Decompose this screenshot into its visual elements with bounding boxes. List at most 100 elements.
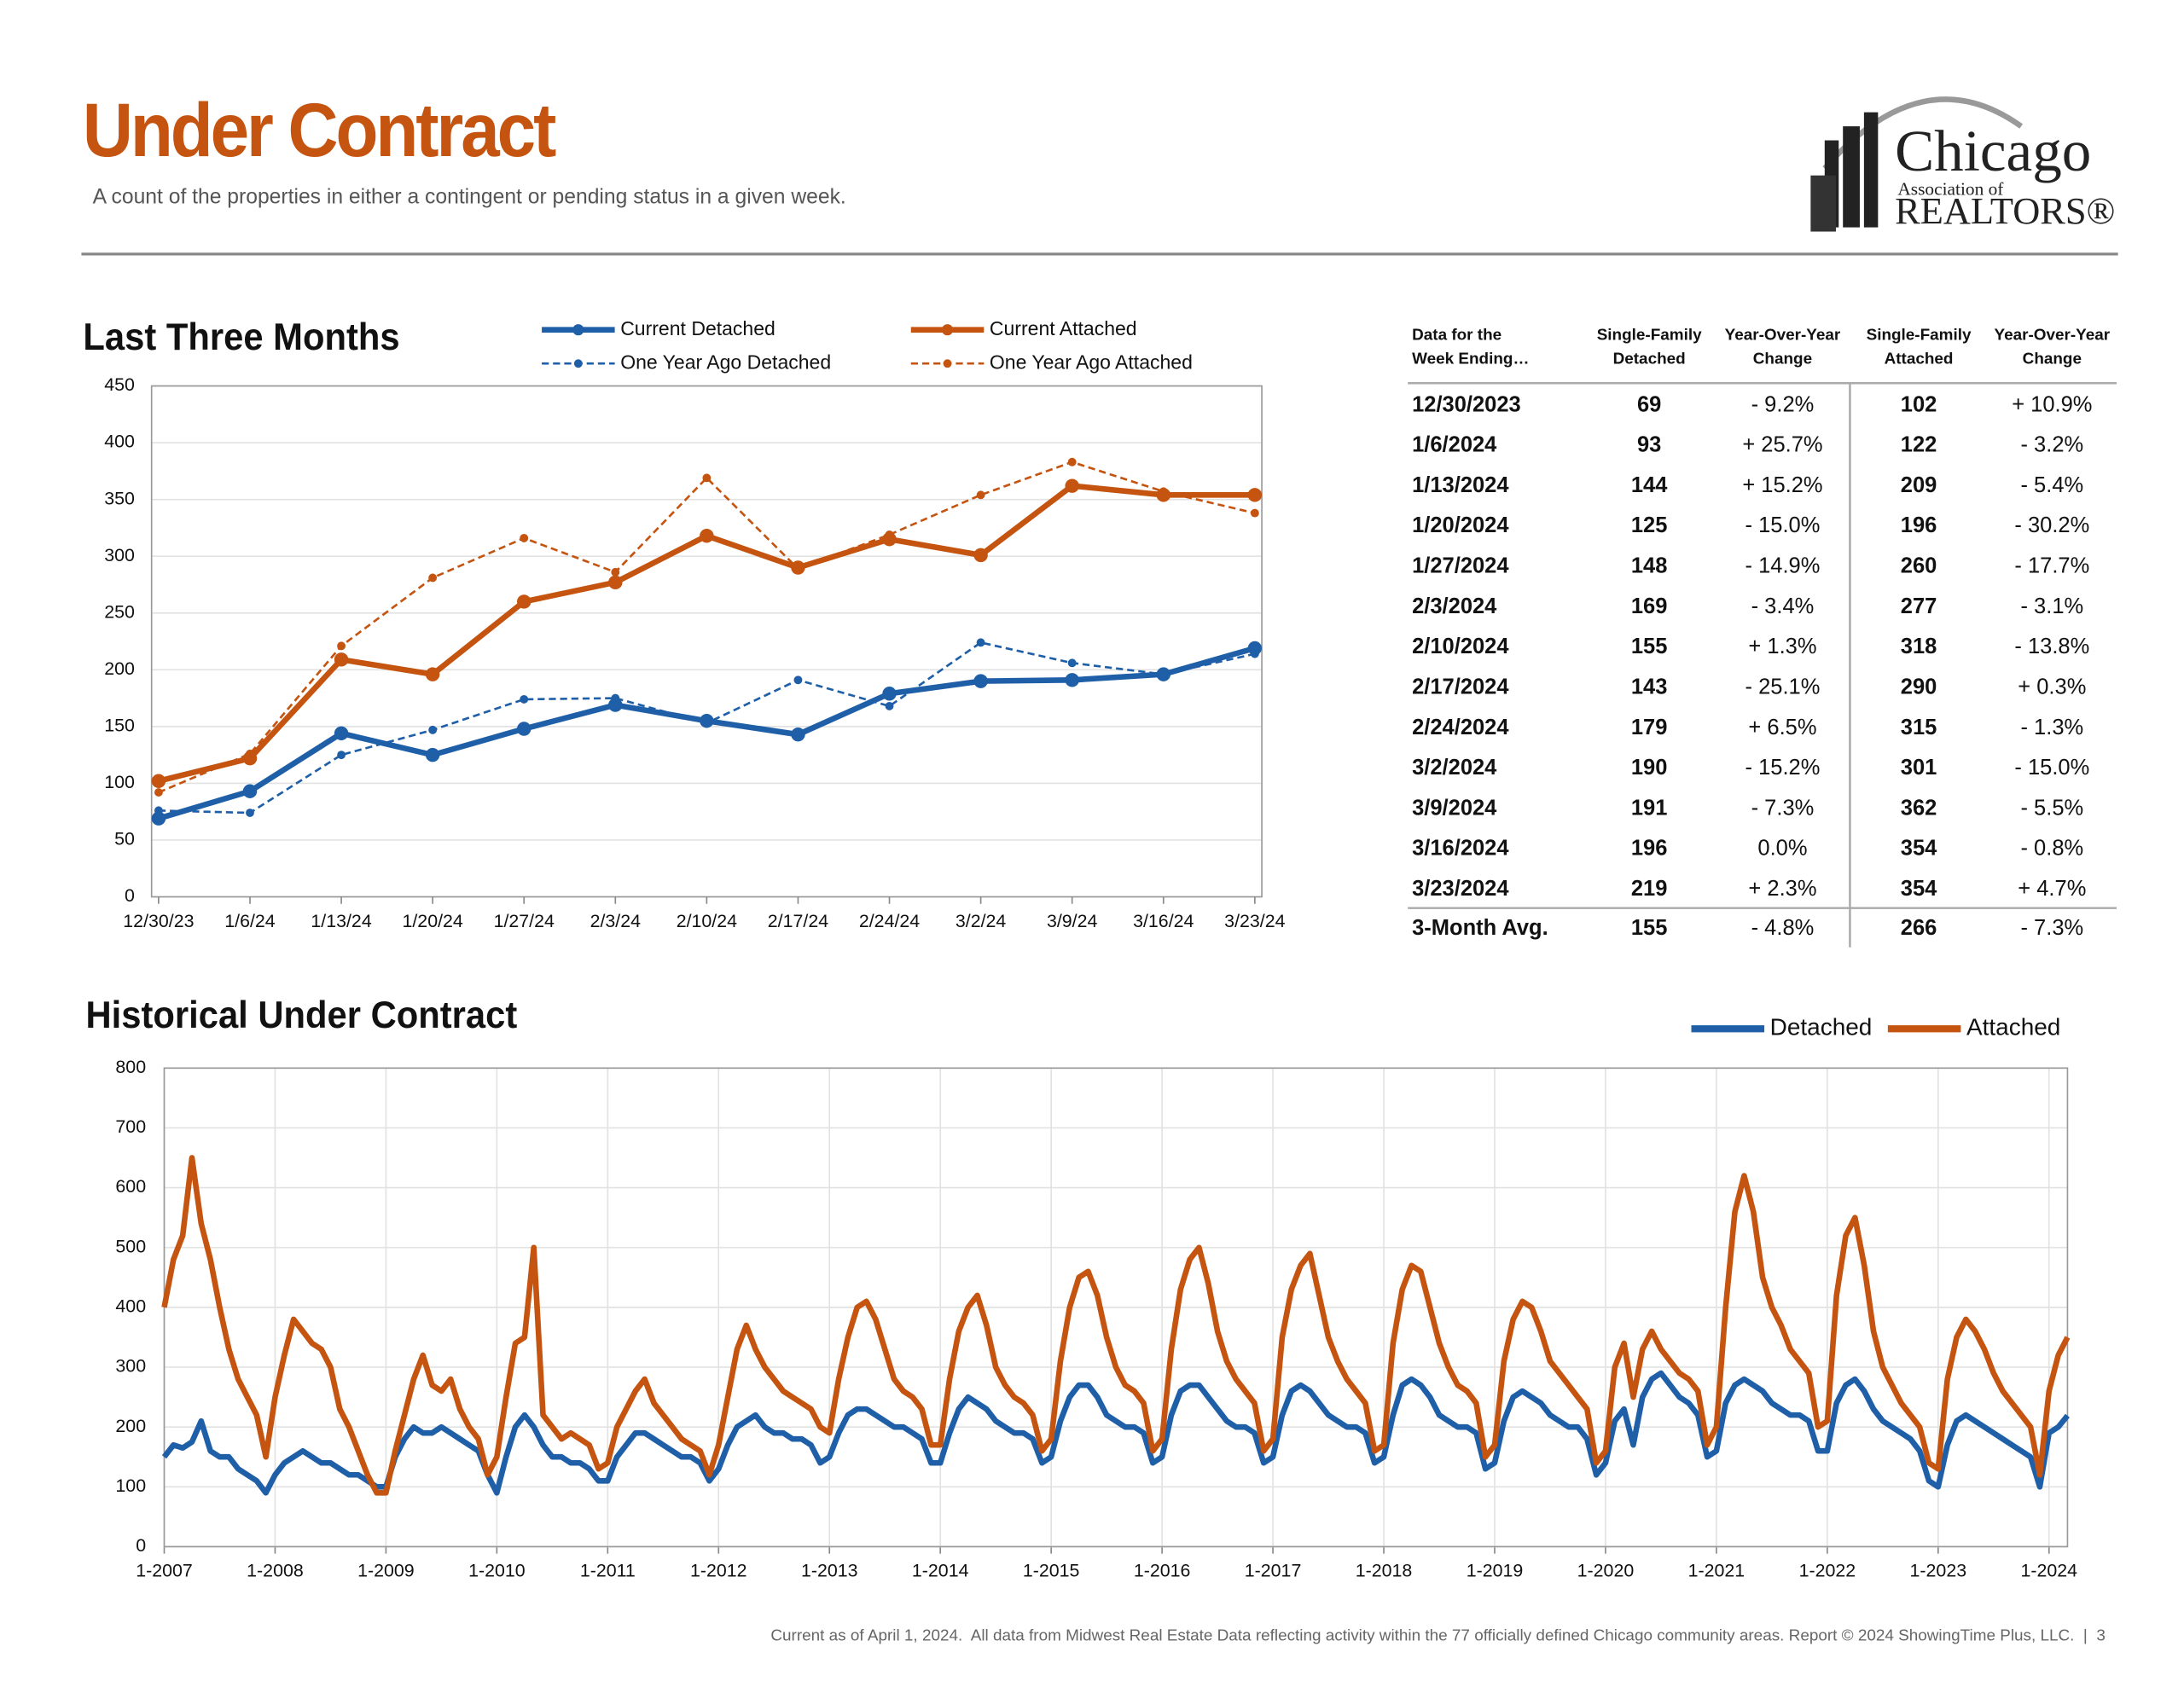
data-point <box>882 687 897 701</box>
table-cell: 266 <box>1901 916 1937 940</box>
data-point <box>1065 478 1079 493</box>
table-header: Change <box>1753 350 1812 368</box>
table-cell: - 30.2% <box>2014 513 2089 537</box>
logo-line2: Association of <box>1897 179 2004 200</box>
y-tick-label: 500 <box>115 1236 146 1256</box>
table-cell: 191 <box>1631 796 1668 820</box>
x-tick-label: 1-2020 <box>1577 1561 1635 1581</box>
logo-building <box>1843 126 1860 228</box>
table-header: Data for the <box>1412 326 1502 344</box>
data-point <box>428 725 438 734</box>
y-tick-label: 200 <box>115 1416 146 1436</box>
data-point <box>151 774 166 788</box>
data-point <box>611 693 620 703</box>
table-cell: 301 <box>1901 756 1937 780</box>
data-point <box>976 638 985 647</box>
table-cell: 3/16/2024 <box>1412 837 1509 861</box>
data-point <box>791 727 805 742</box>
legend-marker <box>572 324 584 336</box>
x-tick-label: 1-2012 <box>690 1561 747 1581</box>
y-tick-label: 400 <box>104 432 135 452</box>
x-tick-label: 2/10/24 <box>677 911 737 931</box>
x-tick-label: 1-2024 <box>2021 1561 2078 1581</box>
y-tick-label: 800 <box>115 1057 146 1077</box>
y-tick-label: 300 <box>115 1356 146 1377</box>
table-cell: + 25.7% <box>1742 433 1822 457</box>
logo-line3: REALTORS® <box>1895 189 2115 232</box>
table-cell: 1/20/2024 <box>1412 513 1509 537</box>
legend-label: One Year Ago Attached <box>990 351 1193 373</box>
data-point <box>516 722 531 736</box>
table-header: Single-Family <box>1867 326 1972 344</box>
data-point <box>425 747 440 762</box>
legend-marker <box>943 359 952 368</box>
y-tick-label: 200 <box>104 658 135 679</box>
table-cell: 1/13/2024 <box>1412 473 1509 497</box>
table-header: Year-Over-Year <box>1995 326 2111 344</box>
x-tick-label: 1-2019 <box>1467 1561 1524 1581</box>
data-point <box>885 701 894 710</box>
legend-marker <box>941 324 954 336</box>
x-tick-label: 1-2010 <box>468 1561 526 1581</box>
data-point <box>337 641 346 651</box>
logo-name: Chicago <box>1895 118 2091 183</box>
table-cell: - 5.5% <box>2020 796 2083 820</box>
x-tick-label: 1/13/24 <box>311 911 371 931</box>
data-point <box>428 573 438 583</box>
x-tick-label: 12/30/23 <box>123 911 194 931</box>
table-cell: + 1.3% <box>1748 635 1816 658</box>
data-point <box>973 548 988 563</box>
y-tick-label: 150 <box>104 716 135 736</box>
data-point <box>246 809 254 817</box>
x-tick-label: 3/23/24 <box>1224 911 1285 931</box>
x-tick-label: 3/2/24 <box>956 911 1007 931</box>
y-tick-label: 700 <box>115 1116 146 1137</box>
x-tick-label: 1-2009 <box>357 1561 415 1581</box>
table-cell: + 4.7% <box>2018 877 2086 901</box>
legend-label: Attached <box>1966 1014 2060 1041</box>
x-tick-label: 1-2018 <box>1356 1561 1413 1581</box>
x-tick-label: 2/17/24 <box>768 911 828 931</box>
data-point <box>334 652 349 667</box>
data-point <box>242 784 258 798</box>
data-point <box>520 694 529 704</box>
data-point <box>1067 457 1077 467</box>
data-point <box>1067 658 1077 668</box>
x-tick-label: 1-2022 <box>1799 1561 1856 1581</box>
table-cell: 2/17/2024 <box>1412 675 1509 699</box>
table-cell: - 0.8% <box>2020 837 2083 861</box>
table-cell: - 4.8% <box>1751 916 1815 940</box>
data-point <box>608 698 623 712</box>
table-cell: 144 <box>1631 473 1668 497</box>
table-cell: - 15.0% <box>1745 513 1821 537</box>
table-cell: - 15.0% <box>2014 756 2089 780</box>
table-cell: 169 <box>1631 594 1668 618</box>
table-cell: 277 <box>1901 594 1937 618</box>
legend-label: Current Detached <box>620 317 775 339</box>
table-cell: 69 <box>1637 392 1661 416</box>
table-cell: - 7.3% <box>2020 916 2083 940</box>
table-cell: 2/24/2024 <box>1412 716 1509 739</box>
x-tick-label: 1-2016 <box>1134 1561 1191 1581</box>
y-tick-label: 600 <box>115 1176 146 1197</box>
table-cell: 0.0% <box>1757 837 1807 861</box>
table-cell: 125 <box>1631 513 1668 537</box>
data-point <box>151 811 166 826</box>
x-tick-label: 1/6/24 <box>224 911 276 931</box>
table-cell: + 6.5% <box>1748 716 1816 739</box>
data-point <box>702 473 712 483</box>
x-tick-label: 1/20/24 <box>402 911 462 931</box>
x-tick-label: 3/9/24 <box>1047 911 1098 931</box>
table-cell: 209 <box>1901 473 1937 497</box>
table-cell: - 15.2% <box>1745 756 1821 780</box>
x-tick-label: 1-2007 <box>136 1561 193 1581</box>
y-tick-label: 100 <box>115 1475 146 1496</box>
data-point <box>1159 670 1168 679</box>
table-cell: 155 <box>1631 916 1668 940</box>
table-cell: - 17.7% <box>2014 554 2089 578</box>
y-tick-label: 0 <box>136 1535 146 1556</box>
table-cell: 93 <box>1637 433 1661 457</box>
data-point <box>702 718 712 728</box>
